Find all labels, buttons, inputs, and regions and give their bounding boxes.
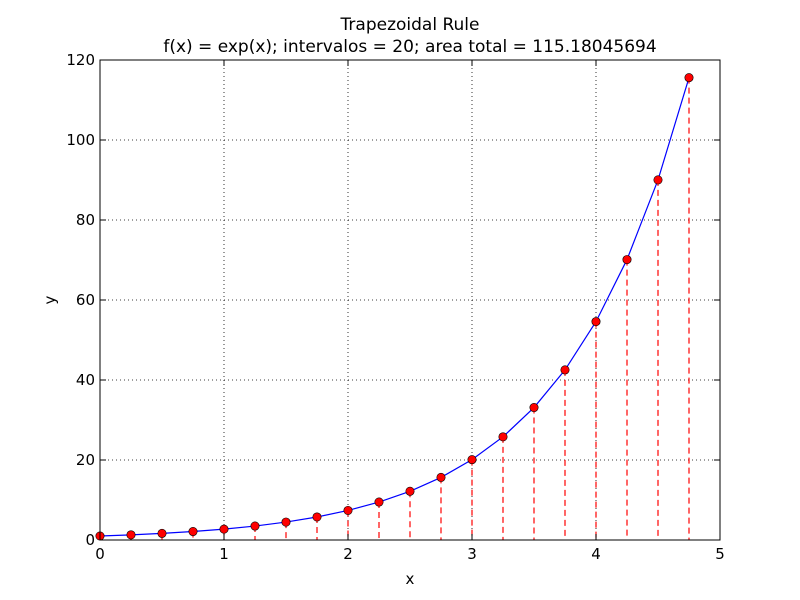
data-point <box>622 255 632 265</box>
y-tick-label: 40 <box>76 371 95 389</box>
y-axis-label: y <box>41 295 59 304</box>
drop-lines <box>99 77 690 540</box>
data-point <box>126 530 136 540</box>
x-tick-label: 5 <box>715 545 725 563</box>
y-tick-label: 20 <box>76 451 95 469</box>
data-point <box>374 497 384 507</box>
x-tick-label: 4 <box>591 545 601 563</box>
grid <box>100 60 720 540</box>
data-point <box>653 175 663 185</box>
data-point <box>560 365 570 375</box>
data-point <box>188 527 198 537</box>
y-tick-label: 60 <box>76 291 95 309</box>
data-point <box>498 432 508 442</box>
y-tick-label: 80 <box>76 211 95 229</box>
chart-title: Trapezoidal Rule <box>340 15 480 35</box>
data-point <box>343 505 353 515</box>
data-point <box>591 317 601 327</box>
y-tick-label: 120 <box>66 51 95 69</box>
data-point <box>157 528 167 538</box>
x-tick-label: 3 <box>467 545 477 563</box>
chart-subtitle: f(x) = exp(x); intervalos = 20; area tot… <box>163 37 656 57</box>
x-tick-label: 1 <box>219 545 229 563</box>
data-point <box>529 403 539 413</box>
data-point <box>219 524 229 534</box>
data-point <box>467 455 477 465</box>
x-axis-label: x <box>406 570 415 588</box>
data-point <box>281 517 291 527</box>
data-point <box>436 472 446 482</box>
series-line <box>99 77 690 537</box>
data-point <box>405 486 415 496</box>
data-point <box>312 512 322 522</box>
data-point <box>250 521 260 531</box>
data-point <box>684 73 694 83</box>
x-tick-label: 2 <box>343 545 353 563</box>
x-tick-label: 0 <box>95 545 105 563</box>
ticks: 0 1 2 3 4 5 0 20 40 60 80 100 120 <box>66 51 724 563</box>
y-tick-label: 100 <box>66 131 95 149</box>
y-tick-label: 0 <box>85 531 95 549</box>
